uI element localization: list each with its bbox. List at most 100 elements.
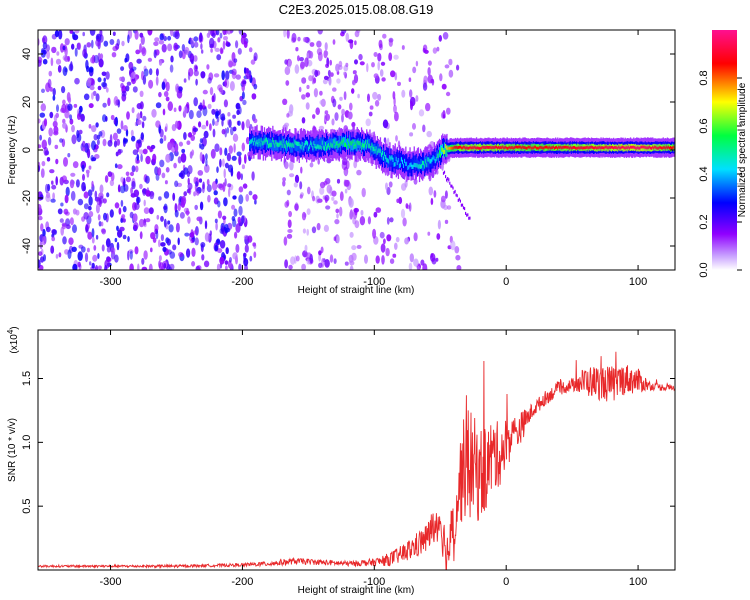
spectrogram-ridge-cell (332, 143, 334, 148)
spectrogram-noise-speck (284, 161, 289, 169)
spectrogram-noise-speck (359, 61, 365, 66)
spectrogram-noise-speck (342, 157, 348, 166)
spectrogram-noise-speck (328, 77, 332, 86)
spectrogram-noise-speck (91, 157, 97, 162)
spectrogram-noise-speck (38, 215, 43, 221)
spectrogram-ridge-cell (268, 137, 270, 148)
spectrogram-ridge-cell (489, 145, 491, 149)
spectrogram-noise-speck (375, 255, 380, 264)
spectrogram-noise-speck (288, 264, 293, 270)
spectrogram-ridge-cell (461, 203, 464, 207)
spectrogram-ridge-cell (250, 140, 252, 151)
spectrogram-noise-speck (401, 45, 405, 50)
colorbar-label: Normalized spectral amplitude (737, 82, 748, 217)
spectrogram-noise-speck (178, 141, 183, 147)
spectrogram-noise-speck (381, 254, 385, 265)
spectrogram-noise-speck (337, 104, 342, 110)
spectrogram-noise-speck (198, 121, 202, 128)
spectrogram-noise-speck (288, 210, 292, 218)
spectrogram-noise-speck (237, 120, 241, 126)
spectrogram-noise-speck (412, 66, 417, 74)
spectrogram-noise-speck (216, 54, 222, 61)
spectrogram-ridge-cell (583, 146, 585, 150)
spectrogram-noise-speck (102, 102, 107, 108)
spectrogram-ridge-cell (408, 165, 410, 170)
spectrogram-noise-speck (322, 79, 328, 85)
spectrogram-noise-speck (161, 43, 167, 53)
spectrogram-ridge-cell (512, 146, 515, 150)
spectrogram-noise-speck (172, 244, 177, 251)
spectrogram-ridge-cell (466, 213, 468, 217)
spectrogram-noise-speck (170, 55, 174, 63)
spectrogram-noise-speck (339, 206, 343, 217)
spectrogram-noise-speck (124, 57, 128, 63)
spectrogram-noise-speck (177, 237, 180, 246)
spectrogram-ridge-cell (523, 146, 525, 149)
spectrogram-noise-speck (318, 262, 323, 268)
spectrogram-ridge-cell (434, 158, 436, 164)
spectrogram-noise-speck (195, 191, 200, 196)
spectrogram-ridge-cell (614, 146, 616, 149)
spectrogram-noise-speck (188, 109, 194, 120)
spectrogram-noise-speck (43, 254, 46, 262)
spectrogram-noise-speck (436, 46, 440, 52)
spectrogram-ridge-cell (507, 146, 509, 150)
spectrogram-noise-speck (122, 234, 127, 240)
spectrogram-ridge-cell (321, 140, 324, 145)
spectrogram-ridge-cell (272, 137, 274, 142)
spectrogram-noise-speck (139, 183, 143, 190)
spectrogram-noise-speck (217, 200, 221, 208)
spectrogram-ridge-cell (422, 160, 424, 171)
spectrogram-noise-speck (88, 211, 94, 218)
spectrogram-noise-speck (388, 52, 393, 61)
spectrogram-ridge-cell (318, 138, 320, 149)
spectrogram-ridge-cell (267, 140, 269, 145)
spectrogram-noise-speck (354, 30, 360, 38)
spectrogram-noise-speck (49, 86, 53, 92)
spectrogram-noise-speck (151, 108, 157, 118)
spectrogram-noise-speck (91, 262, 95, 269)
spectrogram-ridge-cell (589, 145, 592, 149)
spectrogram-noise-speck (223, 99, 228, 108)
spectrogram-ridge-cell (487, 146, 489, 149)
snr-y-multiplier: (x104) (6, 326, 20, 353)
spectrogram-noise-speck (329, 254, 334, 263)
spectrogram-noise-speck (121, 90, 127, 97)
spectrogram-ridge-cell (673, 145, 675, 149)
spectrogram-ridge-cell (428, 158, 430, 169)
spectrogram-noise-speck (45, 183, 49, 194)
spectrogram-noise-speck (335, 208, 340, 214)
spectrogram-ridge-cell (402, 159, 404, 165)
spectrogram-y-tick-label: 0 (21, 147, 33, 153)
spectrogram-noise-speck (74, 47, 78, 57)
spectrogram-noise-speck (110, 247, 116, 254)
spectrogram-ridge-cell (457, 198, 459, 202)
spectrogram-noise-speck (116, 241, 120, 251)
spectrogram-noise-speck (160, 215, 164, 222)
spectrogram-ridge-cell (476, 146, 479, 150)
spectrogram-noise-speck (392, 253, 397, 258)
spectrogram-noise-speck (123, 138, 128, 144)
spectrogram-ridge-cell (541, 146, 543, 150)
spectrogram-noise-speck (199, 102, 203, 112)
spectrogram-ridge-cell (671, 146, 673, 150)
spectrogram-noise-speck (145, 175, 150, 184)
spectrogram-ridge-cell (264, 138, 267, 143)
spectrogram-noise-speck (60, 202, 64, 207)
spectrogram-noise-speck (174, 31, 180, 40)
spectrogram-noise-speck (87, 231, 93, 240)
spectrogram-noise-speck (334, 219, 340, 225)
spectrogram-ridge-cell (342, 138, 345, 143)
spectrogram-ridge-cell (397, 158, 400, 163)
spectrogram-ridge-cell (317, 144, 319, 149)
spectrogram-noise-speck (336, 178, 341, 184)
spectrogram-noise-speck (286, 189, 291, 196)
spectrogram-noise-speck (253, 251, 257, 258)
spectrogram-ridge-cell (485, 146, 487, 149)
spectrogram-noise-speck (129, 250, 133, 260)
spectrogram-ridge-cell (584, 146, 586, 150)
spectrogram-ridge-cell (386, 157, 388, 162)
spectrogram-ridge-cell (309, 144, 311, 149)
spectrogram-ridge-cell (349, 135, 351, 146)
spectrogram-ridge-cell (385, 154, 387, 160)
